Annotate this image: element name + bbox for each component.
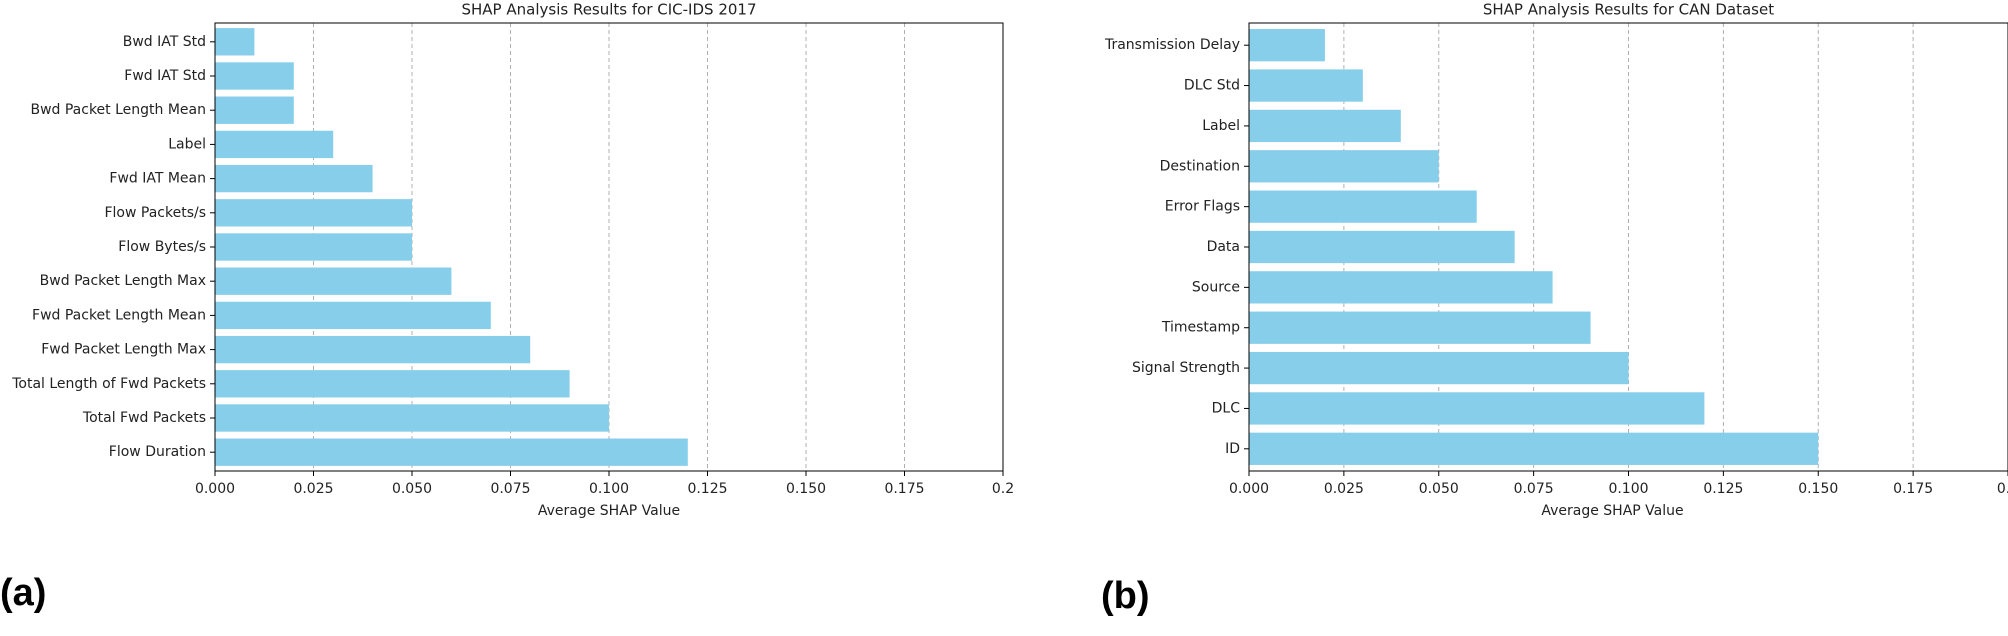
panel-label: (a) (0, 572, 46, 614)
bar (1249, 69, 1363, 102)
y-tick-label: Data (1207, 239, 1240, 255)
y-tick-label: Timestamp (1161, 320, 1240, 336)
x-tick-label: 0.175 (884, 481, 924, 497)
bar (215, 130, 334, 159)
bar (215, 335, 531, 364)
chart-title: SHAP Analysis Results for CIC-IDS 2017 (462, 1, 757, 19)
x-axis-label: Average SHAP Value (538, 503, 680, 519)
y-tick-label: Label (168, 136, 206, 152)
x-tick-label: 0.175 (1893, 481, 1933, 497)
y-tick-label: ID (1225, 441, 1240, 457)
bar (1249, 109, 1401, 143)
bar (1249, 351, 1629, 385)
y-tick-label: Error Flags (1165, 199, 1240, 215)
bar (215, 96, 294, 124)
y-tick-label: Transmission Delay (1104, 37, 1240, 53)
x-tick-label: 0.025 (293, 481, 333, 497)
bar (215, 62, 294, 90)
x-tick-label: 0.050 (392, 481, 432, 497)
x-tick-label: 0.075 (490, 481, 530, 497)
y-tick-label: Total Length of Fwd Packets (11, 376, 206, 392)
bar (1249, 150, 1439, 183)
y-tick-label: Fwd IAT Mean (109, 171, 206, 187)
y-tick-label: Flow Duration (109, 444, 206, 460)
axes-frame (214, 22, 1004, 472)
x-tick-label: 0.125 (687, 481, 727, 497)
y-tick-label: DLC Std (1184, 78, 1240, 94)
bar (215, 301, 491, 330)
y-tick-label: Signal Strength (1132, 360, 1240, 376)
bar (1249, 271, 1553, 304)
x-tick-label: 0.150 (786, 481, 826, 497)
x-tick-label: 0.025 (1324, 481, 1364, 497)
x-tick-label: 0.000 (1229, 481, 1269, 497)
chart-title: SHAP Analysis Results for CAN Dataset (1483, 1, 1774, 19)
y-tick-label: Fwd IAT Std (124, 68, 206, 84)
bar (1249, 230, 1515, 264)
x-tick-label: 0.100 (589, 481, 629, 497)
bar (215, 164, 373, 193)
bar (215, 370, 570, 398)
y-tick-label: Label (1202, 118, 1240, 134)
y-tick-label: Source (1192, 279, 1240, 295)
axes-frame (1248, 22, 2008, 472)
x-tick-label: 0.125 (1703, 481, 1743, 497)
bar (1249, 190, 1477, 223)
bar (1249, 432, 1819, 465)
y-tick-label: Bwd Packet Length Max (40, 273, 206, 289)
x-tick-label: 0.050 (1419, 481, 1459, 497)
y-tick-label: Total Fwd Packets (82, 410, 206, 426)
bar (215, 28, 255, 56)
y-tick-label: DLC (1212, 400, 1241, 416)
x-tick-label: 0.000 (195, 481, 235, 497)
bar (215, 199, 412, 227)
x-tick-label: 0.075 (1514, 481, 1554, 497)
bar (215, 267, 452, 295)
x-tick-label: 0.2 (992, 481, 1014, 497)
panel-label: (b) (1101, 575, 1150, 617)
x-tick-label: 0.2 (1997, 481, 2008, 497)
y-tick-label: Fwd Packet Length Mean (32, 307, 206, 323)
x-axis-label: Average SHAP Value (1541, 503, 1683, 519)
y-tick-label: Flow Packets/s (104, 205, 206, 221)
bar (1249, 29, 1325, 62)
y-tick-label: Bwd Packet Length Mean (30, 102, 206, 118)
bar (1249, 392, 1705, 425)
y-tick-label: Bwd IAT Std (123, 34, 206, 50)
y-tick-label: Flow Bytes/s (118, 239, 206, 255)
bar (1249, 311, 1591, 344)
bar (215, 404, 609, 432)
x-tick-label: 0.100 (1608, 481, 1648, 497)
bar (215, 438, 688, 466)
x-tick-label: 0.150 (1798, 481, 1838, 497)
y-tick-label: Fwd Packet Length Max (41, 342, 206, 358)
bar (215, 233, 412, 261)
y-tick-label: Destination (1160, 158, 1240, 174)
